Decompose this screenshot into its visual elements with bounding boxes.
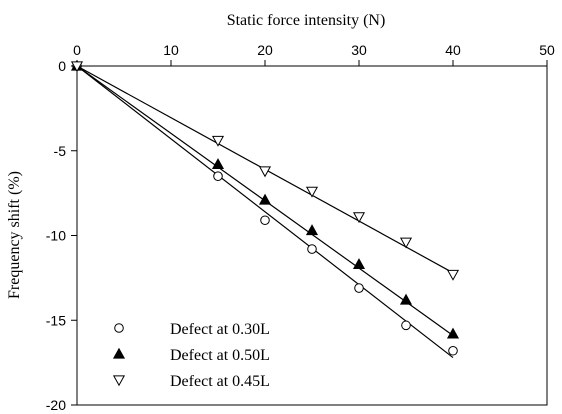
data-point [399,293,413,305]
data-point [399,237,413,249]
data-point [354,283,364,293]
fit-line [76,65,454,359]
data-point [258,166,272,178]
y-tick-label: -5 [54,143,67,159]
y-tick-label: -10 [46,228,66,244]
y-tick-label: 0 [58,58,66,74]
data-point [260,215,270,226]
x-tick-label: 0 [73,42,81,58]
data-point [211,158,225,169]
data-point [401,320,411,331]
legend-label: Defect at 0.30L [170,321,270,338]
data-point [258,193,272,205]
x-tick-label: 10 [163,42,179,58]
data-point [211,135,225,147]
data-point [305,186,319,198]
legend-label: Defect at 0.50L [170,347,270,364]
legend: Defect at 0.30L Defect at 0.50L Defect at … [112,321,270,390]
data-point [446,269,460,281]
x-tick-label: 50 [539,42,555,58]
x-ticks: 0 10 20 30 40 50 [73,42,555,66]
data-point [352,258,366,269]
legend-marker [114,323,124,333]
data-point [307,244,317,254]
data-point [448,345,458,356]
x-axis-title: Static force intensity (N) [227,12,386,29]
legend-marker [112,347,126,359]
data-point [70,61,84,73]
y-ticks: 0 -5 -10 -15 -20 [46,58,77,413]
y-tick-label: -15 [46,312,66,328]
x-tick-label: 40 [445,42,461,58]
data-point [213,171,223,181]
legend-marker [112,375,126,387]
x-tick-label: 30 [351,42,367,58]
y-tick-label: -20 [46,397,66,413]
y-axis-title: Frequency shift (%) [6,171,23,299]
x-tick-label: 20 [257,42,273,58]
fit-lines [76,65,454,359]
data-points [70,59,460,356]
legend-label: Defect at 0.45L [170,373,270,390]
data-point [305,224,319,236]
data-point [352,212,366,224]
data-point [446,327,460,339]
